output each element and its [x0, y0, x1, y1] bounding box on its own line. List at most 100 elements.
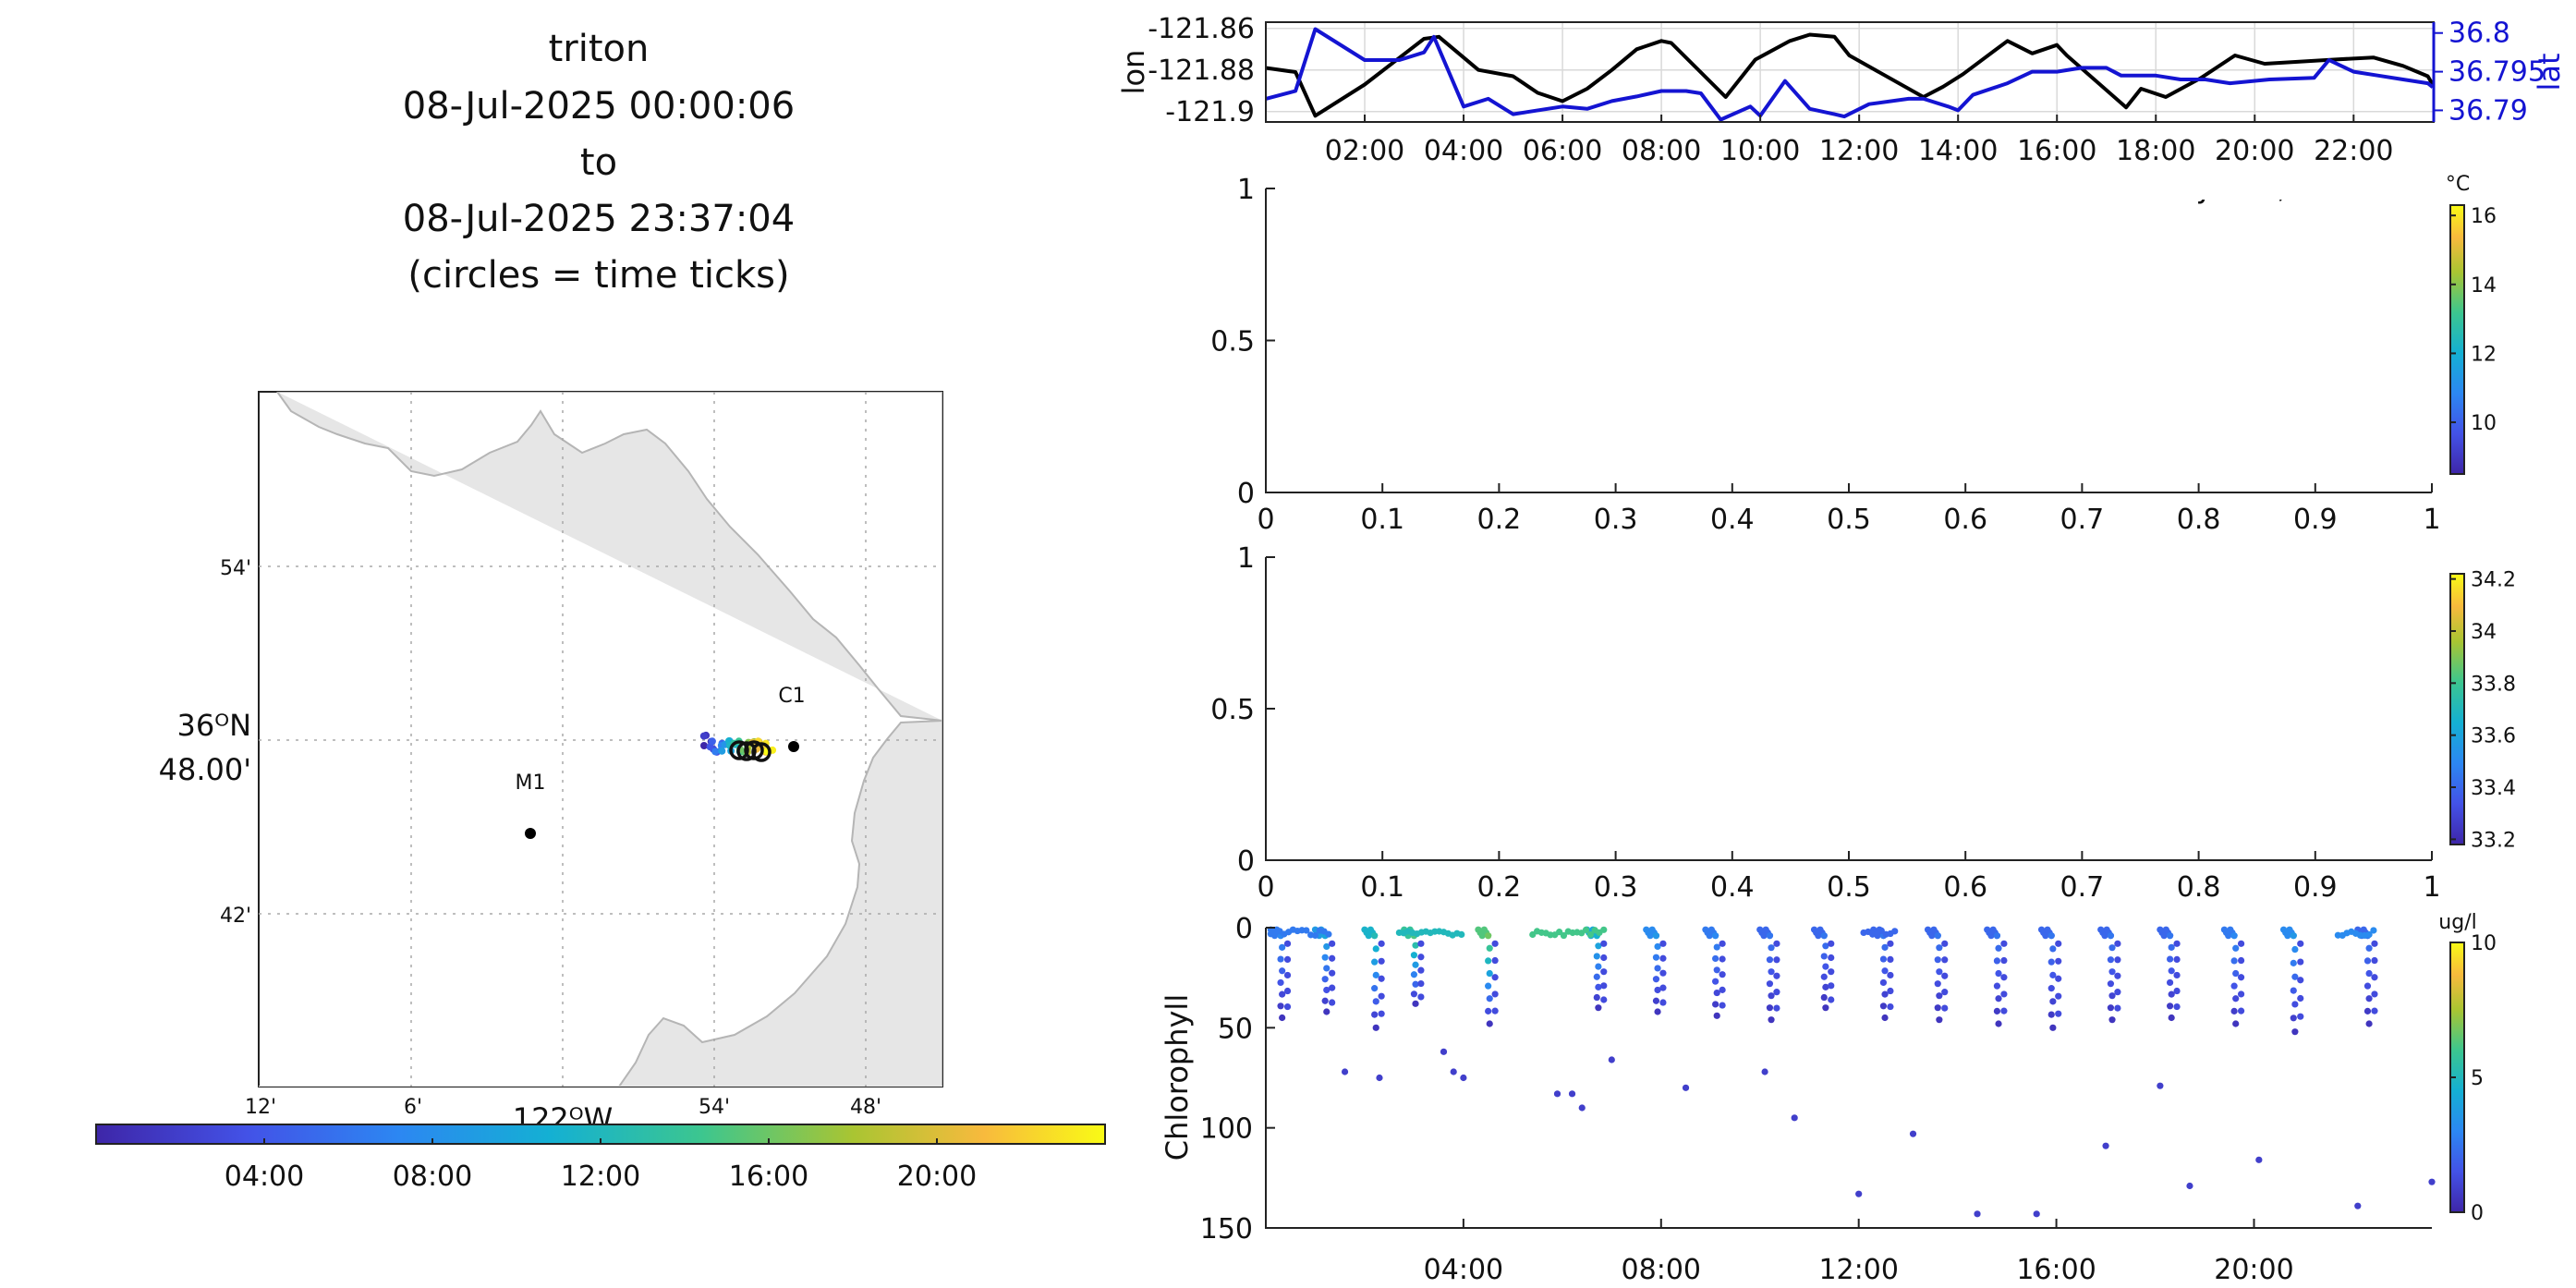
chlorophyll-point [1323, 965, 1330, 971]
chlorophyll-point [2173, 1003, 2180, 1010]
chlorophyll-x-tick-label: 20:00 [2214, 1254, 2293, 1286]
chlorophyll-point [2055, 993, 2061, 1000]
temperature-y-tick-label: 0.5 [1210, 326, 1255, 358]
salinity-x-tick-label: 0.3 [1594, 871, 1638, 904]
chlorophyll-point [1411, 971, 1417, 978]
salinity-y-tick-label: 0.5 [1210, 694, 1255, 726]
chlorophyll-point [2169, 944, 2175, 951]
chlorophyll-point [2049, 972, 2056, 978]
chlorophyll-point [1417, 980, 1424, 987]
chlorophyll-point [2000, 990, 2007, 997]
chlorophyll-point [1485, 983, 1491, 990]
chlorophyll-point [1485, 1008, 1491, 1015]
chlorophyll-point [2167, 932, 2173, 939]
chlorophyll-point [1773, 1005, 1780, 1012]
salinity-colorbar-tick-label: 34 [2471, 621, 2497, 644]
chlorophyll-point [2231, 1008, 2238, 1015]
chlorophyll-point [2297, 958, 2303, 965]
chlorophyll-point [2297, 1014, 2303, 1020]
chlorophyll-point [1941, 956, 1948, 963]
chlorophyll-point [1379, 941, 1385, 947]
chlorophyll-point [1719, 941, 1726, 947]
salinity-x-tick-label: 0.7 [2060, 871, 2105, 904]
temperature-x-tick-label: 0.4 [1710, 504, 1755, 536]
chlorophyll-point [1768, 944, 1774, 951]
chlorophyll-point [1714, 966, 1720, 973]
temperature-x-tick-label: 0.3 [1594, 504, 1638, 536]
chlorophyll-point [2186, 1183, 2193, 1189]
chlorophyll-point [1458, 931, 1464, 938]
chlorophyll-point [1417, 941, 1424, 947]
salinity-colorbar-tick-label: 33.4 [2471, 777, 2516, 800]
chlorophyll-point [2000, 941, 2007, 947]
chlorophyll-point [1828, 996, 1834, 1002]
temperature-y-tick-label: 1 [1237, 174, 1255, 206]
chlorophyll-point [2049, 998, 2056, 1004]
chlorophyll-point [1974, 1210, 1980, 1217]
chlorophyll-point [1325, 931, 1331, 938]
chlorophyll-point [2371, 990, 2377, 997]
chlorophyll-point [1492, 1008, 1499, 1015]
chlorophyll-point [1887, 956, 1893, 963]
chlorophyll-point [2048, 1011, 2055, 1017]
chlorophyll-point [1342, 1068, 1348, 1075]
temperature-colorbar-tick-label: 12 [2471, 343, 2497, 366]
chlorophyll-point [2108, 968, 2115, 975]
chlorophyll-point [1284, 988, 1291, 994]
chlorophyll-point [2173, 941, 2180, 947]
chlorophyll-point [2157, 1083, 2163, 1089]
chlorophyll-point [1600, 982, 1607, 989]
chlorophyll-point [1594, 953, 1600, 959]
chlorophyll-point [2173, 972, 2180, 978]
chlorophyll-point [1768, 992, 1774, 999]
chlorophyll-point [1910, 1131, 1916, 1137]
chlorophyll-point [2297, 941, 2303, 947]
map-lat-tick-42: 42' [220, 905, 251, 928]
chlorophyll-point [1594, 974, 1600, 980]
chlorophyll-point [2255, 1157, 2262, 1163]
chlorophyll-ticks: 04:00 08:00 12:00 16:00 20:00 0 50 100 150 [1200, 913, 2294, 1286]
position-x-tick-label: 10:00 [1720, 135, 1800, 167]
chlorophyll-point [1379, 958, 1385, 965]
temperature-y-tick-label: 0 [1237, 478, 1255, 510]
chlorophyll-point [1773, 989, 1780, 995]
chlorophyll-point [1880, 1002, 1887, 1009]
position-x-tick-label: 02:00 [1325, 135, 1404, 167]
chlorophyll-point [2173, 988, 2180, 994]
chlorophyll-point [2238, 1008, 2244, 1015]
time-colorbar: 04:00 08:00 12:00 16:00 20:00 [96, 1124, 1105, 1193]
chlorophyll-point [1653, 976, 1659, 982]
salinity-x-tick-label: 0.4 [1710, 871, 1755, 904]
chlorophyll-point [1792, 1114, 1798, 1121]
chlorophyll-point [1767, 1004, 1773, 1011]
chlorophyll-point [1654, 965, 1660, 971]
chlorophyll-point [1322, 976, 1329, 982]
chlorophyll-point [2291, 946, 2298, 953]
chlorophyll-point [2365, 1020, 2372, 1027]
chlorophyll-y-tick-label: 150 [1200, 1213, 1253, 1245]
chlorophyll-point [1828, 982, 1834, 989]
chlorophyll-point [1935, 932, 1941, 939]
salinity-colorbar-tick-label: 34.2 [2471, 569, 2516, 592]
chlorophyll-point [2365, 995, 2372, 1002]
time-colorbar-ticks: 04:00 08:00 12:00 16:00 20:00 [225, 1138, 977, 1193]
chlorophyll-point [2048, 959, 2055, 966]
chlorophyll-point [1600, 996, 1607, 1002]
time-colorbar-tick-label: 16:00 [729, 1160, 808, 1193]
position-x-tick-label: 08:00 [1622, 135, 1701, 167]
chlorophyll-point [1761, 1068, 1768, 1075]
chlorophyll-point [1284, 956, 1291, 963]
chlorophyll-point [1279, 944, 1285, 951]
chlorophyll-point [2232, 995, 2239, 1002]
chlorophyll-point [1712, 978, 1719, 985]
chlorophyll-point [2102, 1143, 2108, 1149]
chlorophyll-point [2108, 1004, 2114, 1011]
title-line-4: 08-Jul-2025 23:37:04 [403, 198, 795, 240]
chlorophyll-point [2290, 932, 2297, 939]
chlorophyll-point [2364, 1008, 2371, 1015]
chlorophyll-point [1329, 941, 1335, 947]
chlorophyll-point [1994, 1008, 2000, 1015]
chlorophyll-point [2000, 957, 2007, 964]
chlorophyll-point [1440, 1049, 1447, 1055]
temperature-colorbar-tick-label: 16 [2471, 205, 2497, 228]
